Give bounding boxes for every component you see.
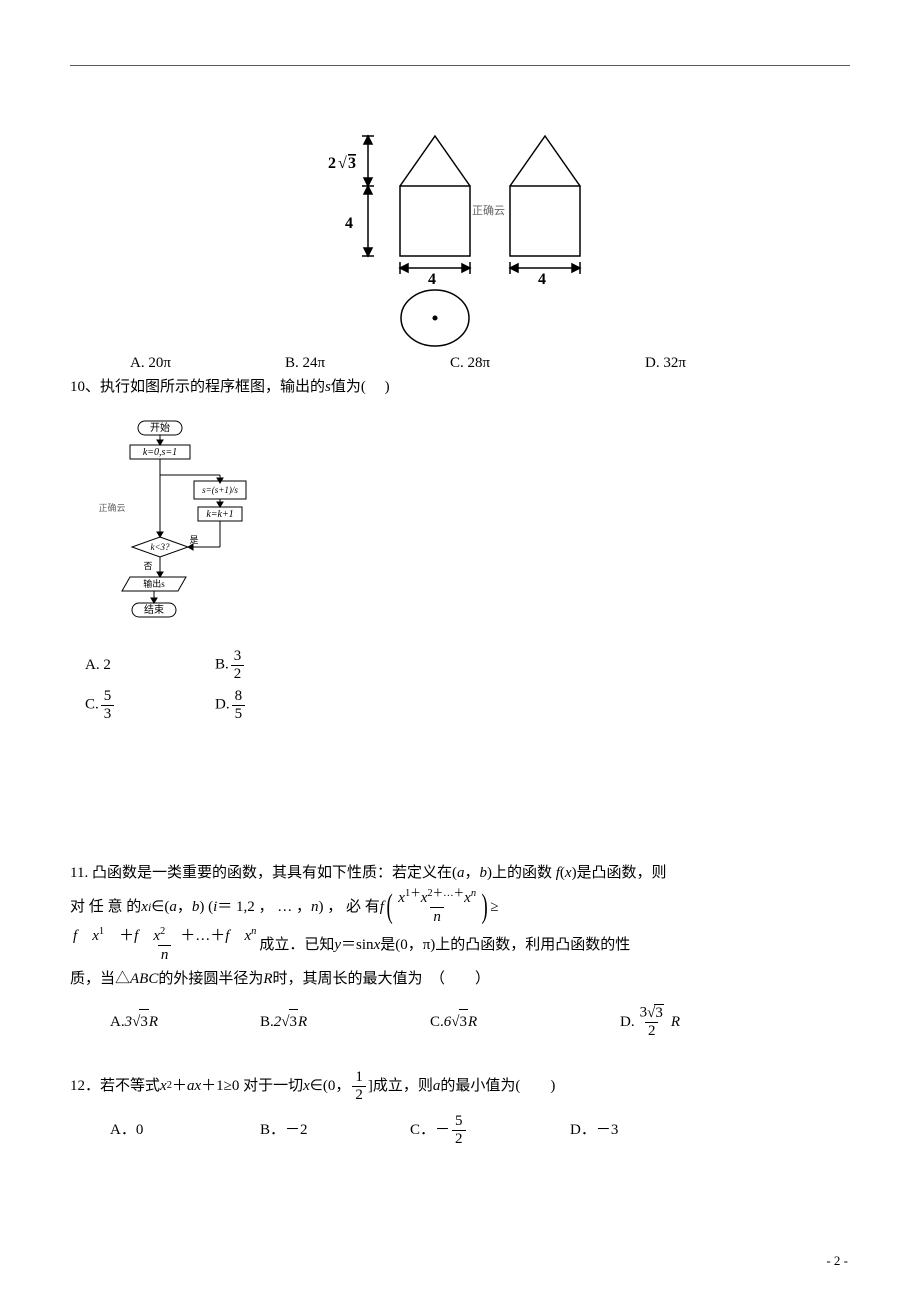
svg-text:正确云: 正确云: [472, 204, 505, 217]
page: 2 √ 3 4 4 4 正确云 A. 20π B. 24π C. 28π D. …: [0, 0, 920, 1302]
q12-opt-d: D．－3: [570, 1118, 618, 1142]
svg-text:√: √: [338, 155, 347, 172]
svg-text:k=0,s=1: k=0,s=1: [143, 447, 177, 458]
svg-text:结束: 结束: [144, 603, 164, 616]
q10-flowchart: 开始 k=0,s=1 s=(s+1)/s k=k+1 k<3? 是 否 输出s …: [90, 419, 850, 642]
q9-svg: 2 √ 3 4 4 4 正确云: [300, 96, 620, 351]
q11-line2: 对 任 意 的 xi ∈(a ， b) (i ＝ 1,2 ， … ， n) ， …: [70, 888, 850, 926]
q11-line3: f x1 ＋f x2 ＋…＋f xn n 成立．已知y＝sinx是(0，π)上的…: [70, 926, 850, 964]
svg-text:4: 4: [428, 271, 436, 288]
q10-stem-suffix: 值为( ): [331, 379, 390, 395]
svg-text:开始: 开始: [150, 421, 170, 434]
q9-opt-d: D. 32π: [645, 351, 686, 375]
svg-text:s=(s+1)/s: s=(s+1)/s: [202, 485, 238, 495]
q12-opt-b: B．－2: [260, 1118, 410, 1142]
svg-text:是: 是: [189, 535, 198, 545]
q12-stem: 12．若不等式 x2＋ax＋1≥0 对于一切 x∈(0， 12 ]成立，则a的最…: [70, 1069, 850, 1103]
q11-opt-b: B. 2√3R: [260, 1009, 430, 1034]
q11-line4: 质，当△ABC的外接圆半径为R时，其周长的最大值为 （ ）: [70, 964, 850, 994]
svg-text:k<3?: k<3?: [150, 542, 170, 552]
svg-text:4: 4: [345, 215, 353, 232]
q9-options: A. 20π B. 24π C. 28π D. 32π: [70, 351, 850, 375]
q11-options: A. 3√3R B. 2√3R C. 6√3R D. 3√3 2 R: [70, 1004, 850, 1039]
q11-frac2: f x1 ＋f x2 ＋…＋f xn n: [70, 926, 259, 964]
q9-opt-a: A. 20π: [130, 351, 285, 375]
q12-options: A．0 B．－2 C．－52 D．－3: [70, 1113, 850, 1147]
q10-opt-c: C.53: [85, 688, 175, 722]
svg-text:正确云: 正确云: [98, 502, 125, 513]
svg-text:否: 否: [143, 561, 152, 571]
q11-opt-a: A. 3√3R: [110, 1009, 260, 1034]
q11: 11. 凸函数是一类重要的函数，其具有如下性质：若定义在(a，b)上的函数 f(…: [70, 858, 850, 994]
q10-flowchart-svg: 开始 k=0,s=1 s=(s+1)/s k=k+1 k<3? 是 否 输出s …: [90, 419, 260, 634]
q10-stem-prefix: 10、执行如图所示的程序框图，输出的: [70, 379, 325, 395]
q10-options: A. 2 B.32 C.53 D.85: [85, 648, 850, 722]
top-rule: [70, 65, 850, 66]
q11-frac1: x1＋x2＋…＋xn n: [395, 888, 479, 926]
spacer: [70, 728, 850, 858]
q12-opt-a: A．0: [110, 1118, 260, 1142]
q9-opt-c: C. 28π: [450, 351, 645, 375]
q10-opt-a: A. 2: [85, 653, 175, 677]
q10-stem: 10、执行如图所示的程序框图，输出的s值为( ): [70, 375, 850, 399]
svg-text:3: 3: [348, 155, 356, 172]
svg-text:输出s: 输出s: [143, 578, 165, 589]
q9-opt-b: B. 24π: [285, 351, 450, 375]
q11-line1: 11. 凸函数是一类重要的函数，其具有如下性质：若定义在(a，b)上的函数 f(…: [70, 858, 850, 888]
q11-opt-d: D. 3√3 2 R: [620, 1004, 680, 1039]
svg-text:2: 2: [328, 155, 336, 172]
q12-opt-c: C．－52: [410, 1113, 570, 1147]
q10-opt-d: D.85: [215, 688, 247, 722]
q10-opt-b: B.32: [215, 648, 246, 682]
q11-opt-c: C. 6√3R: [430, 1009, 620, 1034]
svg-text:k=k+1: k=k+1: [206, 509, 233, 520]
q9-figure: 2 √ 3 4 4 4 正确云: [70, 96, 850, 351]
svg-text:4: 4: [538, 271, 546, 288]
page-number: - 2 -: [826, 1251, 848, 1272]
